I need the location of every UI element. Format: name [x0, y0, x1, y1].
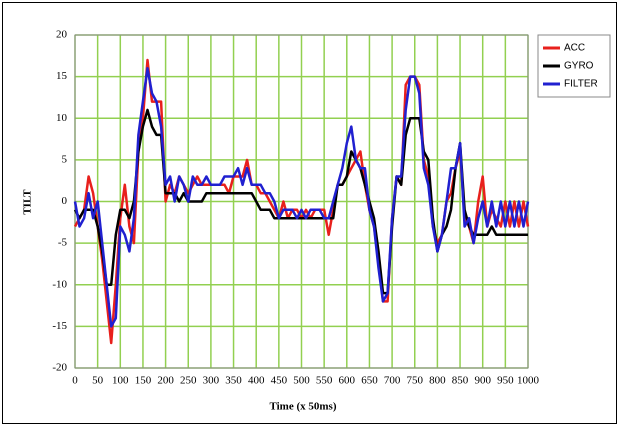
- x-tick-label: 1000: [517, 375, 540, 387]
- x-tick-label: 150: [135, 375, 152, 387]
- y-tick-label: -15: [52, 320, 67, 332]
- x-tick-label: 500: [293, 375, 310, 387]
- legend-label: ACC: [564, 43, 585, 54]
- x-tick-label: 200: [157, 375, 174, 387]
- x-tick-label: 950: [497, 375, 514, 387]
- x-tick-label: 400: [248, 375, 265, 387]
- legend-label: GYRO: [564, 61, 594, 72]
- x-tick-label: 350: [225, 375, 242, 387]
- x-tick-label: 650: [361, 375, 378, 387]
- x-tick-label: 700: [384, 375, 401, 387]
- x-tick-label: 100: [112, 375, 129, 387]
- data-line: [73, 108, 528, 295]
- legend-label: FILTER: [564, 79, 598, 90]
- x-tick-label: 300: [203, 375, 220, 387]
- data-line: [73, 67, 530, 328]
- y-tick-label: 5: [62, 153, 68, 165]
- x-tick-label: 450: [271, 375, 288, 387]
- y-tick-label: 0: [62, 195, 68, 207]
- y-tick-label: 15: [56, 70, 68, 82]
- x-tick-label: 250: [180, 375, 197, 387]
- y-tick-label: 20: [56, 29, 68, 41]
- x-tick-label: 750: [407, 375, 424, 387]
- y-axis-label: TILT: [22, 189, 34, 215]
- x-tick-label: 900: [474, 375, 491, 387]
- y-tick-label: -20: [52, 362, 67, 374]
- x-tick-label: 600: [339, 375, 356, 387]
- y-tick-label: 10: [56, 112, 68, 124]
- x-tick-label: 800: [429, 375, 446, 387]
- legend: ACC GYRO FILTER: [537, 34, 611, 98]
- y-tick-label: -10: [52, 278, 67, 290]
- x-axis-label: Time (x 50ms): [269, 401, 336, 413]
- x-tick-label: 550: [316, 375, 333, 387]
- x-tick-label: 0: [72, 375, 78, 387]
- y-tick-label: -5: [58, 237, 68, 249]
- x-tick-label: 50: [92, 375, 104, 387]
- x-tick-label: 850: [452, 375, 469, 387]
